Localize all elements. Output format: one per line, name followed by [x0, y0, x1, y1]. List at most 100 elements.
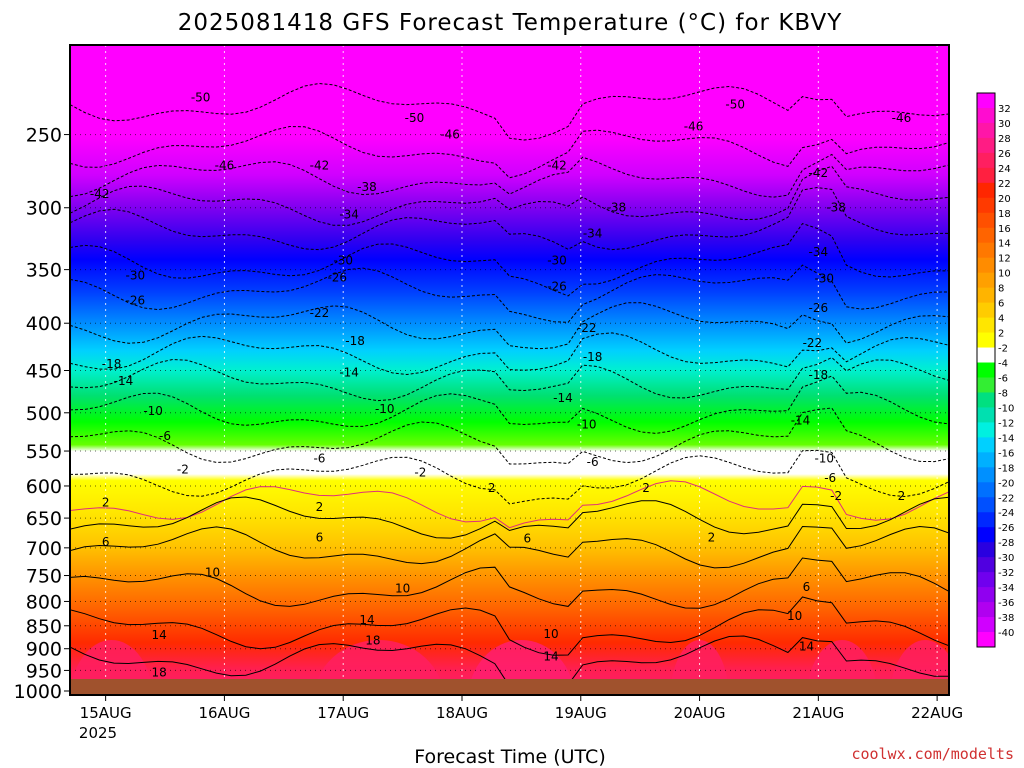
warm-blob — [806, 640, 878, 695]
contour-labels: -50-50-50-46-46-46-46-42 -42-42-42-38-38-… — [90, 91, 911, 680]
colorbar-swatch — [977, 107, 995, 124]
colorbar-label: 20 — [998, 194, 1011, 205]
contour-label: 14 — [359, 613, 374, 627]
contour-label: -2 — [830, 489, 842, 503]
y-tick-label: 600 — [26, 476, 62, 498]
contour-label: -10 — [143, 404, 163, 418]
contour-label: 10 — [787, 609, 802, 623]
contour-label: -46 — [215, 158, 235, 172]
x-tick-label: 16AUG — [198, 704, 250, 722]
colorbar-swatch — [977, 227, 995, 244]
contour-line — [70, 165, 949, 226]
colorbar-swatch — [977, 617, 995, 633]
y-tick-label: 950 — [26, 660, 62, 682]
contour-label: 14 — [151, 628, 166, 642]
colorbar-swatch — [977, 122, 995, 139]
contour-label: -14 — [791, 414, 811, 428]
contour-label: -30 — [814, 272, 834, 286]
x-tick-label: 19AUG — [555, 704, 607, 722]
colorbar-swatch — [977, 137, 995, 154]
colorbar-swatch — [977, 197, 995, 214]
colorbar-label: 14 — [998, 239, 1011, 250]
contour-label: -50 — [405, 111, 425, 125]
colorbar-label: -22 — [998, 493, 1014, 504]
colorbar-label: -14 — [998, 433, 1014, 444]
x-axis-label: Forecast Time (UTC) — [414, 746, 605, 768]
contour-label: -42 — [310, 158, 330, 172]
colorbar-swatch — [977, 542, 995, 558]
colorbar-label: -30 — [998, 553, 1014, 564]
x-tick-label: 17AUG — [317, 704, 369, 722]
colorbar-label: 32 — [998, 104, 1011, 115]
colorbar-swatch — [977, 512, 995, 528]
colorbar-swatch — [977, 362, 995, 378]
contour-line — [70, 357, 949, 402]
contour-label: -30 — [333, 253, 353, 267]
colorbar-label: 16 — [998, 224, 1011, 235]
contour-lines — [70, 82, 949, 692]
contour-label: 2 — [102, 495, 110, 509]
colorbar-label: -4 — [998, 359, 1008, 370]
contour-line — [70, 525, 949, 569]
contour-line — [70, 125, 949, 179]
colorbar-label: -28 — [998, 538, 1014, 549]
contour-line — [70, 153, 949, 198]
colorbar-label: -12 — [998, 418, 1014, 429]
contour-label: -6 — [313, 451, 325, 465]
contour-label: -22 — [310, 306, 330, 320]
colorbar-label: -24 — [998, 508, 1014, 519]
contour-label: -18 — [102, 357, 122, 371]
contour-line — [70, 332, 949, 376]
colorbar-swatch — [977, 287, 995, 304]
contour-label: 10 — [543, 627, 558, 641]
colorbar-swatch — [977, 257, 995, 274]
colorbar-frame — [976, 92, 996, 648]
colorbar-swatch — [977, 167, 995, 184]
colorbar-label: -6 — [998, 373, 1008, 384]
contour-label: -38 — [826, 201, 846, 215]
colorbar-label: -10 — [998, 403, 1014, 414]
colorbar-swatch — [977, 212, 995, 229]
contour-line — [70, 407, 949, 465]
chart-title: 2025081418 GFS Forecast Temperature (°C)… — [178, 10, 843, 36]
colorbar-swatch — [977, 497, 995, 513]
y-tick-label: 500 — [26, 403, 62, 425]
colorbar-label: -18 — [998, 463, 1014, 474]
contour-line — [70, 496, 949, 539]
contour-label: -30 — [126, 268, 146, 282]
contour-line — [70, 449, 949, 505]
y-tick-label: 250 — [26, 125, 62, 147]
colorbar-swatch — [977, 527, 995, 543]
colorbar-label: 2 — [998, 329, 1004, 340]
y-tick-label: 300 — [26, 198, 62, 220]
contour-label: -38 — [357, 180, 377, 194]
contour-label: 6 — [316, 530, 324, 544]
colorbar-swatch — [977, 242, 995, 259]
colorbar-label: 12 — [998, 254, 1011, 265]
colorbar-label: -26 — [998, 523, 1014, 534]
x-axis: 15AUG 16AUG 17AUG 18AUG 19AUG 20AUG 21AUG 22AUG — [80, 695, 963, 722]
contour-label: 10 — [395, 582, 410, 596]
contour-label: -18 — [583, 350, 603, 364]
contour-label: -26 — [809, 301, 829, 315]
contour-label: 6 — [803, 580, 811, 594]
y-tick-label: 1000 — [14, 681, 62, 703]
y-tick-label: 650 — [26, 508, 62, 530]
colorbar-swatch — [977, 332, 995, 349]
colorbar-label: 4 — [998, 314, 1004, 325]
ground-strip — [70, 679, 949, 695]
colorbar-swatch — [977, 632, 995, 648]
contour-label: -26 — [126, 294, 146, 308]
contour-label: -34 — [809, 245, 829, 259]
x-axis-year: 2025 — [79, 724, 117, 742]
colorbar-label: -36 — [998, 598, 1014, 609]
colorbar-label: -38 — [998, 613, 1014, 624]
y-tick-label: 900 — [26, 639, 62, 661]
contour-label: -18 — [345, 334, 365, 348]
contour-label: -6 — [587, 455, 599, 469]
contour-line — [70, 596, 949, 656]
warm-blob — [889, 640, 949, 695]
colorbar-swatch — [977, 302, 995, 319]
y-tick-label: 550 — [26, 441, 62, 463]
